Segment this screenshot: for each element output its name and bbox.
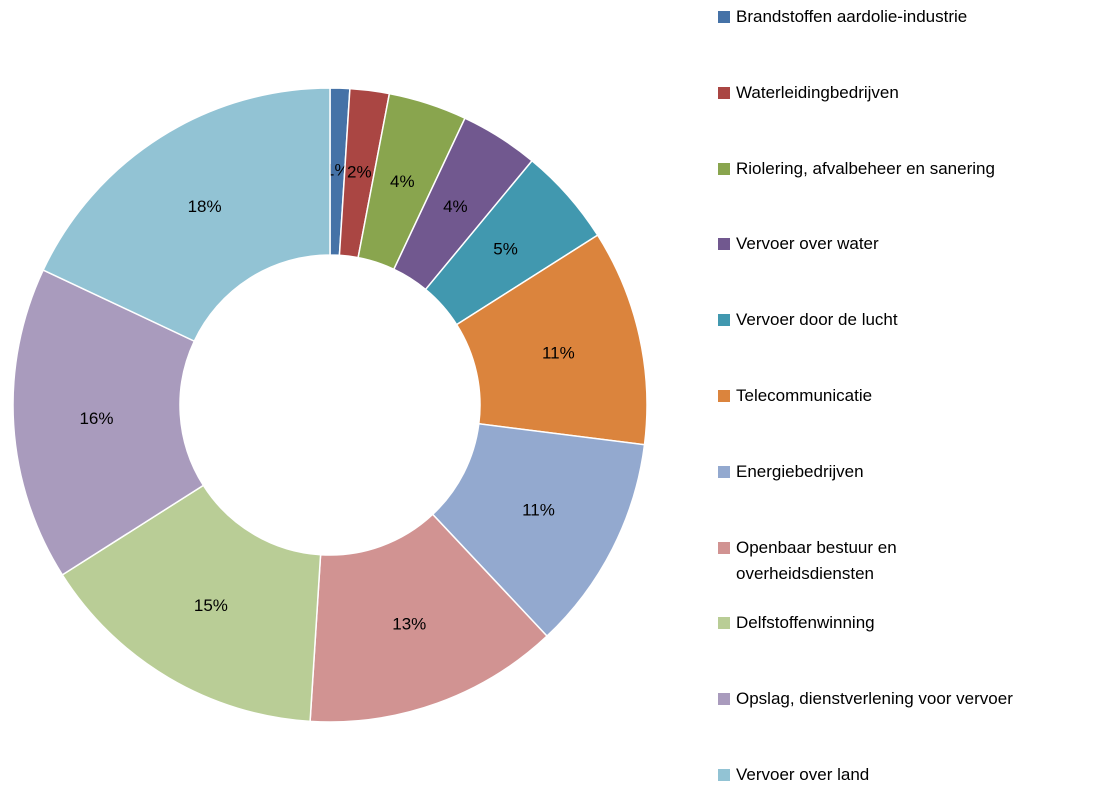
legend-item: Energiebedrijven xyxy=(718,459,864,485)
legend-swatch xyxy=(718,11,730,23)
legend-item: Openbaar bestuur en overheidsdiensten xyxy=(718,535,978,587)
legend-item: Vervoer over land xyxy=(718,762,869,788)
slice xyxy=(309,513,549,723)
data-label: 1% xyxy=(325,161,350,180)
legend-item: Waterleidingbedrijven xyxy=(718,80,899,106)
legend-swatch xyxy=(718,617,730,630)
legend-item: Telecommunicatie xyxy=(718,383,872,409)
legend-item: Vervoer door de lucht xyxy=(718,307,898,333)
data-label: 18% xyxy=(188,197,222,216)
legend-swatch xyxy=(718,693,730,706)
data-label: 15% xyxy=(194,596,228,615)
legend-label: Waterleidingbedrijven xyxy=(736,82,899,102)
slice xyxy=(42,87,331,343)
legend-label: Delfstoffenwinning xyxy=(736,613,875,633)
data-label: 16% xyxy=(79,409,113,428)
data-label: 5% xyxy=(493,240,518,259)
legend-label: Vervoer over land xyxy=(736,765,870,784)
legend-swatch xyxy=(718,541,730,554)
legend-item: Riolering, afvalbeheer en sanering xyxy=(718,156,995,182)
legend-label: Opslag, dienstverlening voor vervoer xyxy=(736,689,1013,709)
legend-swatch xyxy=(718,769,730,781)
legend-item: Brandstoffen aardolie-industrie xyxy=(718,4,967,30)
legend-item: Delfstoffenwinning xyxy=(718,610,875,636)
legend-label: Brandstoffen aardolie-industrie xyxy=(736,7,968,26)
legend-swatch xyxy=(718,86,730,99)
legend-label: Vervoer over water xyxy=(736,234,879,254)
legend-item: Opslag, dienstverlening voor vervoer xyxy=(718,686,1013,712)
legend-label: Openbaar bestuur en overheidsdiensten xyxy=(736,537,897,583)
legend-swatch xyxy=(718,162,730,175)
slice xyxy=(61,484,322,723)
data-label: 13% xyxy=(392,615,426,634)
legend-label: Telecommunicatie xyxy=(736,386,873,405)
legend-label: Vervoer door de lucht xyxy=(736,310,898,330)
data-label: 4% xyxy=(390,172,415,191)
legend-swatch xyxy=(718,314,730,327)
data-label: 2% xyxy=(347,162,372,181)
data-label: 11% xyxy=(522,501,555,520)
legend-swatch xyxy=(718,238,730,251)
legend-label: Riolering, afvalbeheer en sanering xyxy=(736,158,995,178)
legend-swatch xyxy=(718,390,730,402)
data-label: 11% xyxy=(542,343,575,362)
data-label: 4% xyxy=(443,197,468,216)
legend-item: Vervoer over water xyxy=(718,231,879,257)
legend-label: Energiebedrijven xyxy=(736,461,864,481)
slice xyxy=(12,269,205,576)
legend-swatch xyxy=(718,465,730,478)
chart: 1%2% 4% 4% 5% 11% 11% 13% 15% 16% 18% xyxy=(12,87,648,723)
